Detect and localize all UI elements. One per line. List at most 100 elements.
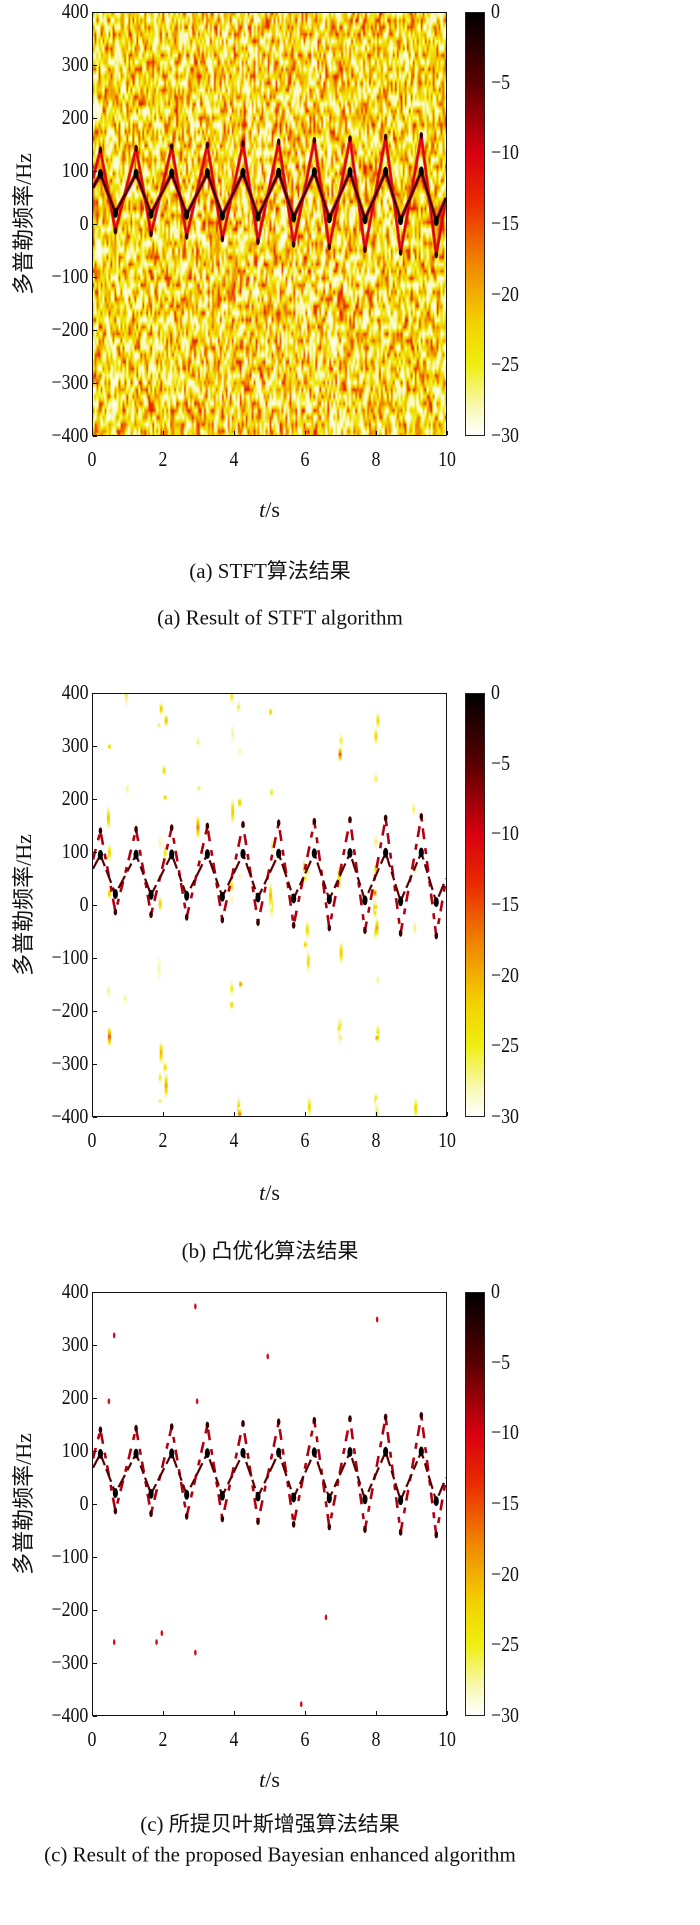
inner-extremum-mark bbox=[97, 1448, 103, 1459]
y-tick-mark bbox=[93, 436, 97, 437]
outer-extremum-mark bbox=[291, 240, 296, 248]
y-tick-label: 200 bbox=[61, 105, 88, 129]
inner-extremum-mark bbox=[112, 1488, 118, 1498]
x-tick-label: 2 bbox=[158, 1128, 168, 1152]
y-tick-mark bbox=[93, 383, 97, 384]
y-tick-label: 400 bbox=[61, 680, 88, 704]
outer-extremum-mark bbox=[363, 246, 367, 254]
outer-extremum-mark bbox=[113, 227, 118, 235]
inner-extremum-mark bbox=[347, 848, 353, 858]
inner-extremum-mark bbox=[291, 1492, 297, 1503]
inner-component-curve bbox=[93, 1448, 446, 1502]
x-tick-label: 10 bbox=[438, 1128, 456, 1152]
y-tick-label: −400 bbox=[51, 1104, 88, 1128]
inner-extremum-mark bbox=[433, 897, 439, 908]
caption-en-c: (c) Result of the proposed Bayesian enha… bbox=[44, 1842, 516, 1867]
outer-extremum-mark bbox=[348, 816, 352, 824]
inner-extremum-mark bbox=[112, 889, 118, 899]
y-tick-label: −100 bbox=[51, 264, 88, 288]
outer-extremum-mark bbox=[383, 814, 388, 822]
colorbar-tick-label: −30 bbox=[491, 1703, 519, 1727]
inner-extremum-mark bbox=[219, 210, 225, 221]
y-tick-label: −300 bbox=[51, 370, 88, 394]
y-tick-label: −100 bbox=[51, 1544, 88, 1568]
y-tick-label: 0 bbox=[79, 211, 88, 235]
outer-extremum-mark bbox=[312, 1416, 317, 1424]
caption-cn-a: (a) STFT算法结果 bbox=[189, 559, 351, 583]
y-tick-label: 400 bbox=[61, 1279, 88, 1303]
inner-extremum-mark bbox=[362, 895, 368, 906]
colorbar bbox=[465, 1292, 485, 1716]
outlier-point bbox=[375, 1316, 379, 1323]
colorbar-tick-label: −20 bbox=[491, 281, 519, 306]
y-tick-label: 300 bbox=[61, 733, 88, 757]
colorbar-tick-label: −20 bbox=[491, 962, 519, 987]
outlier-point bbox=[266, 1353, 270, 1360]
inner-extremum-mark bbox=[240, 1447, 246, 1458]
inner-extremum-mark bbox=[433, 216, 439, 227]
outer-extremum-mark bbox=[241, 1420, 245, 1427]
inner-extremum-mark bbox=[418, 1446, 424, 1457]
outer-extremum-mark bbox=[398, 248, 403, 256]
outlier-point bbox=[112, 1639, 116, 1646]
x-tick-mark bbox=[92, 1711, 93, 1715]
y-tick-mark bbox=[93, 330, 97, 331]
outer-extremum-mark bbox=[363, 1526, 367, 1534]
y-tick-label: 300 bbox=[61, 52, 88, 76]
y-tick-mark bbox=[93, 118, 97, 119]
outer-extremum-mark bbox=[419, 813, 424, 820]
inner-extremum-mark bbox=[383, 847, 389, 858]
outer-extremum-mark bbox=[348, 135, 352, 143]
colorbar-tick-label: −25 bbox=[491, 352, 519, 377]
colorbar-tick-label: −15 bbox=[491, 211, 519, 235]
outer-extremum-mark bbox=[434, 251, 439, 259]
x-axis-label-unit: /s bbox=[265, 497, 280, 522]
outer-extremum-mark bbox=[348, 1415, 352, 1423]
x-tick-mark bbox=[376, 431, 377, 435]
outer-extremum-mark bbox=[256, 919, 260, 927]
y-tick-label: −100 bbox=[51, 945, 88, 969]
y-tick-mark bbox=[93, 799, 97, 800]
x-axis-label-variable: t bbox=[259, 1180, 266, 1205]
outer-extremum-mark bbox=[205, 822, 210, 830]
x-tick-mark bbox=[234, 1711, 235, 1715]
colorbar-tick-label: −20 bbox=[491, 1561, 519, 1586]
inner-extremum-mark bbox=[184, 1489, 190, 1500]
inner-extremum-mark bbox=[184, 209, 190, 220]
colorbar-tick-label: −25 bbox=[491, 1033, 519, 1058]
x-tick-label: 4 bbox=[229, 1128, 239, 1152]
inner-extremum-mark bbox=[184, 890, 190, 901]
inner-component-curve bbox=[93, 849, 446, 903]
y-tick-mark bbox=[93, 1451, 97, 1452]
outer-extremum-mark bbox=[434, 932, 439, 940]
outer-extremum-mark bbox=[383, 133, 388, 141]
outer-extremum-mark bbox=[398, 929, 403, 937]
y-tick-label: −300 bbox=[51, 1650, 88, 1674]
x-tick-mark bbox=[234, 1112, 235, 1116]
inner-extremum-mark bbox=[418, 847, 424, 858]
outer-extremum-mark bbox=[419, 132, 424, 139]
x-tick-mark bbox=[447, 431, 448, 435]
outlier-point bbox=[299, 1701, 303, 1708]
outer-extremum-mark bbox=[169, 824, 174, 832]
x-tick-mark bbox=[376, 1112, 377, 1116]
y-tick-label: −200 bbox=[51, 998, 88, 1022]
colorbar-tick-label: 0 bbox=[491, 680, 500, 704]
x-axis-label-unit: /s bbox=[265, 1767, 280, 1792]
x-tick-mark bbox=[163, 431, 164, 435]
outer-extremum-mark bbox=[241, 140, 245, 147]
outer-extremum-mark bbox=[419, 1412, 424, 1419]
outlier-point bbox=[324, 1614, 328, 1621]
outer-extremum-mark bbox=[169, 143, 174, 151]
signal-overlay bbox=[93, 132, 446, 259]
x-tick-label: 2 bbox=[158, 1727, 168, 1751]
inner-extremum-mark bbox=[418, 166, 424, 177]
outlier-point bbox=[107, 1398, 111, 1405]
outer-extremum-mark bbox=[256, 238, 260, 246]
outer-extremum-mark bbox=[134, 1424, 138, 1432]
x-axis-label: t/s bbox=[259, 497, 280, 523]
inner-extremum-mark bbox=[112, 208, 118, 218]
colorbar-tick-label: −5 bbox=[491, 750, 510, 775]
y-axis-label: 多普勒频率/Hz bbox=[11, 834, 36, 976]
inner-extremum-mark bbox=[326, 894, 332, 905]
